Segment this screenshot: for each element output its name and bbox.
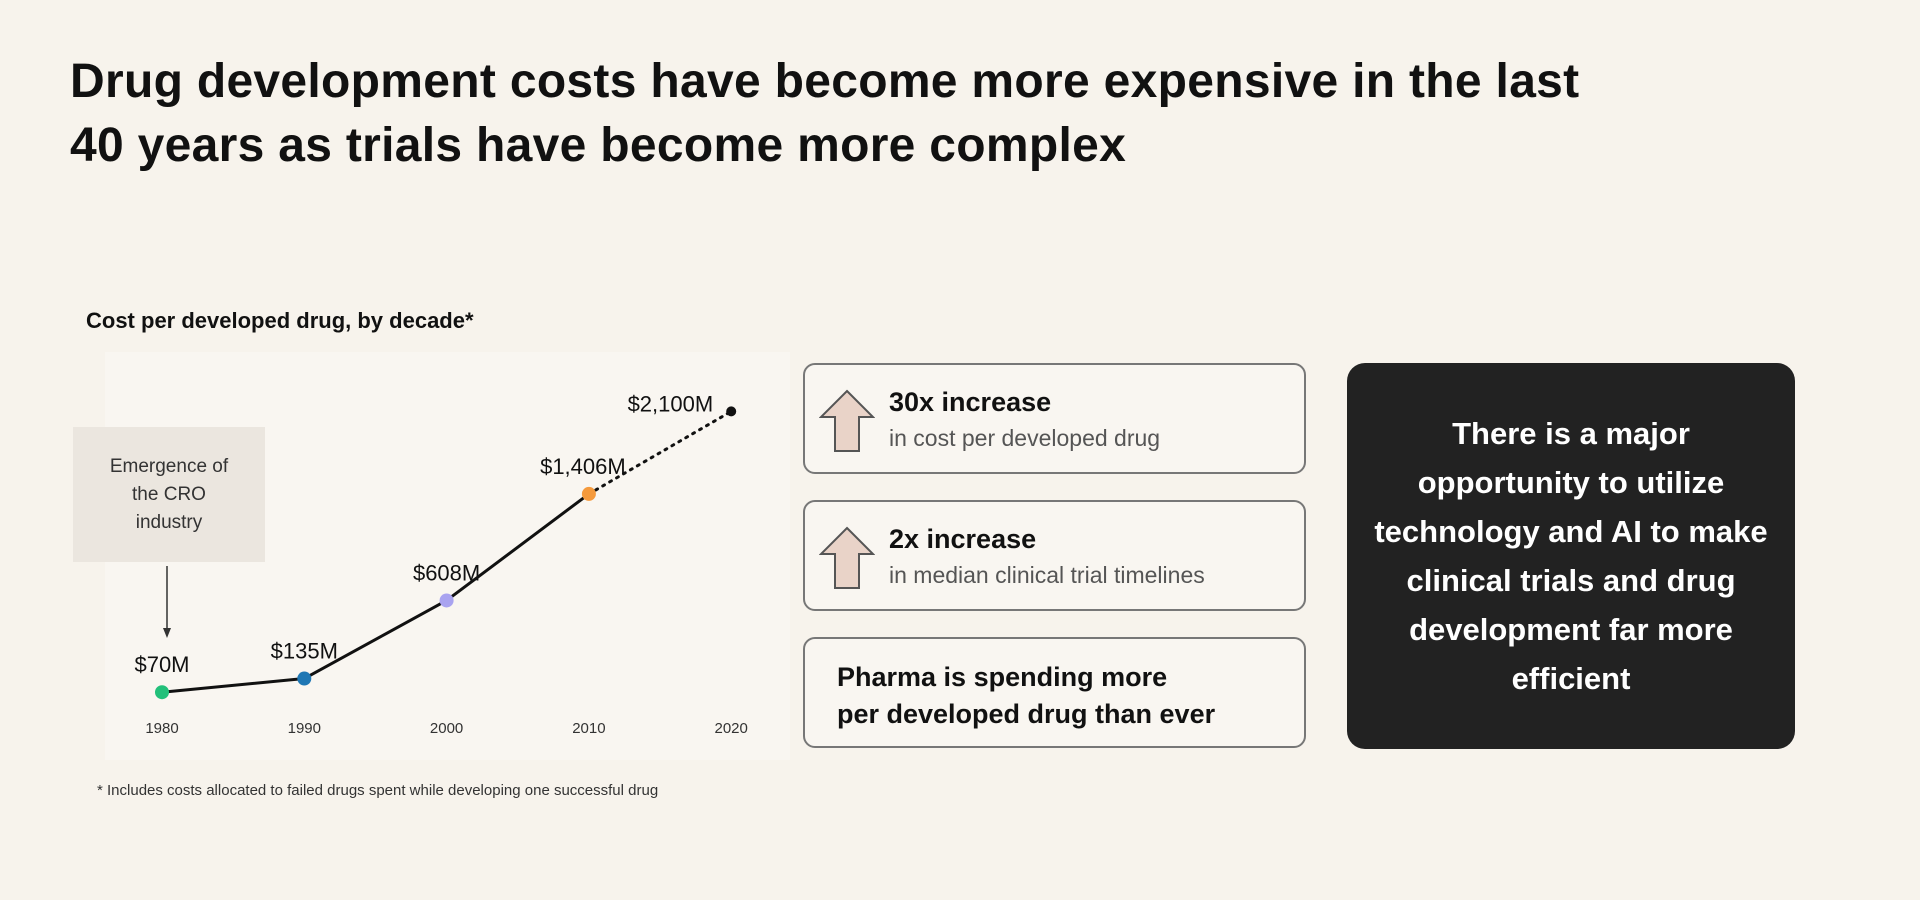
arrow-up-icon (819, 389, 875, 452)
summary-line-2: per developed drug than ever (837, 699, 1216, 729)
summary-line-1: Pharma is spending more (837, 662, 1168, 692)
stat-card-cost: 30x increase in cost per developed drug (803, 363, 1306, 474)
chart-title: Cost per developed drug, by decade* (86, 308, 474, 333)
footnote: * Includes costs allocated to failed dru… (97, 782, 659, 799)
stat-subtext: in median clinical trial timelines (889, 562, 1205, 588)
arrow-up-icon (819, 526, 875, 589)
stat-headline: 2x increase (889, 524, 1037, 554)
title-line-2: 40 years as trials have become more comp… (70, 119, 1127, 172)
stat-headline: 30x increase (889, 387, 1052, 417)
callout-box: There is a major opportunity to utilize … (1347, 363, 1795, 749)
page-title: Drug development costs have become more … (70, 50, 1870, 178)
annotation-line: the CRO (132, 483, 206, 505)
annotation-line: industry (135, 511, 203, 533)
cro-annotation: Emergence of the CRO industry (73, 427, 265, 562)
stat-subtext: in cost per developed drug (889, 425, 1161, 451)
annotation-line: Emergence of (109, 455, 229, 477)
stat-card-timeline: 2x increase in median clinical trial tim… (803, 500, 1306, 611)
title-line-1: Drug development costs have become more … (70, 55, 1580, 108)
summary-card: Pharma is spending more per developed dr… (803, 637, 1306, 748)
